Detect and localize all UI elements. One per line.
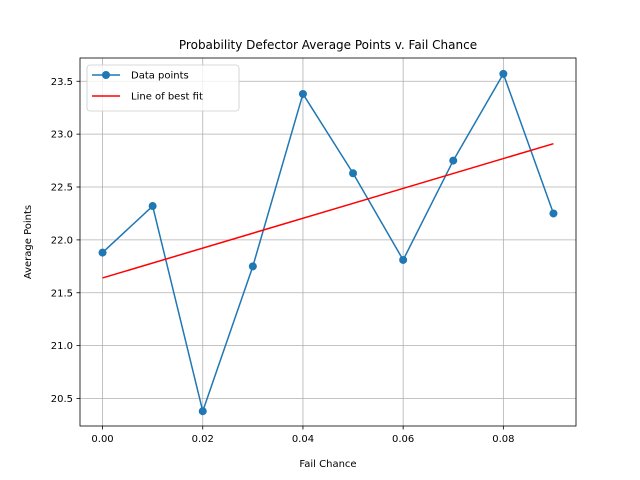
data-series-line [102, 73, 555, 412]
legend-marker-swatch [102, 71, 110, 79]
data-point [549, 209, 558, 218]
legend-label: Line of best fit [131, 92, 203, 103]
y-axis-title: Average Points [23, 205, 34, 279]
y-tick-label: 22.0 [51, 235, 73, 246]
legend-label: Data points [131, 71, 189, 82]
y-tick-label: 20.5 [51, 394, 73, 405]
chart-title: Probability Defector Average Points v. F… [179, 38, 477, 52]
plot-area: 0.00 0.02 0.04 0.06 0.08 20.5 21.0 21.5 22.0 22.5… [51, 57, 577, 445]
axes-frame [79, 57, 577, 427]
y-tick-label: 23.5 [51, 77, 73, 88]
y-tick-label: 22.5 [51, 183, 73, 194]
x-tick-label: 0.04 [292, 434, 314, 445]
y-tick-label: 21.5 [51, 288, 73, 299]
x-tick-label: 0.08 [492, 434, 514, 445]
y-tick-label: 23.0 [51, 130, 73, 141]
data-point [399, 255, 408, 264]
legend-box [86, 64, 240, 112]
data-point [349, 169, 358, 178]
y-tick-label: 21.0 [51, 341, 73, 352]
data-point [499, 69, 508, 78]
x-tick-label: 0.00 [91, 434, 113, 445]
data-point [98, 248, 107, 257]
x-tick-label: 0.06 [392, 434, 414, 445]
data-point [298, 89, 307, 98]
data-point [148, 202, 157, 211]
data-point [248, 262, 257, 271]
x-tick-label: 0.02 [192, 434, 214, 445]
data-point [449, 156, 458, 165]
best-fit-line [102, 142, 554, 279]
data-point [198, 407, 207, 416]
x-axis-title: Fail Chance [299, 459, 356, 470]
